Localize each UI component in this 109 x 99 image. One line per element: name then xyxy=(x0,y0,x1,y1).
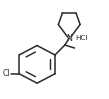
Text: Cl: Cl xyxy=(3,69,11,78)
Text: HCl: HCl xyxy=(75,35,88,41)
Text: N: N xyxy=(66,34,72,43)
